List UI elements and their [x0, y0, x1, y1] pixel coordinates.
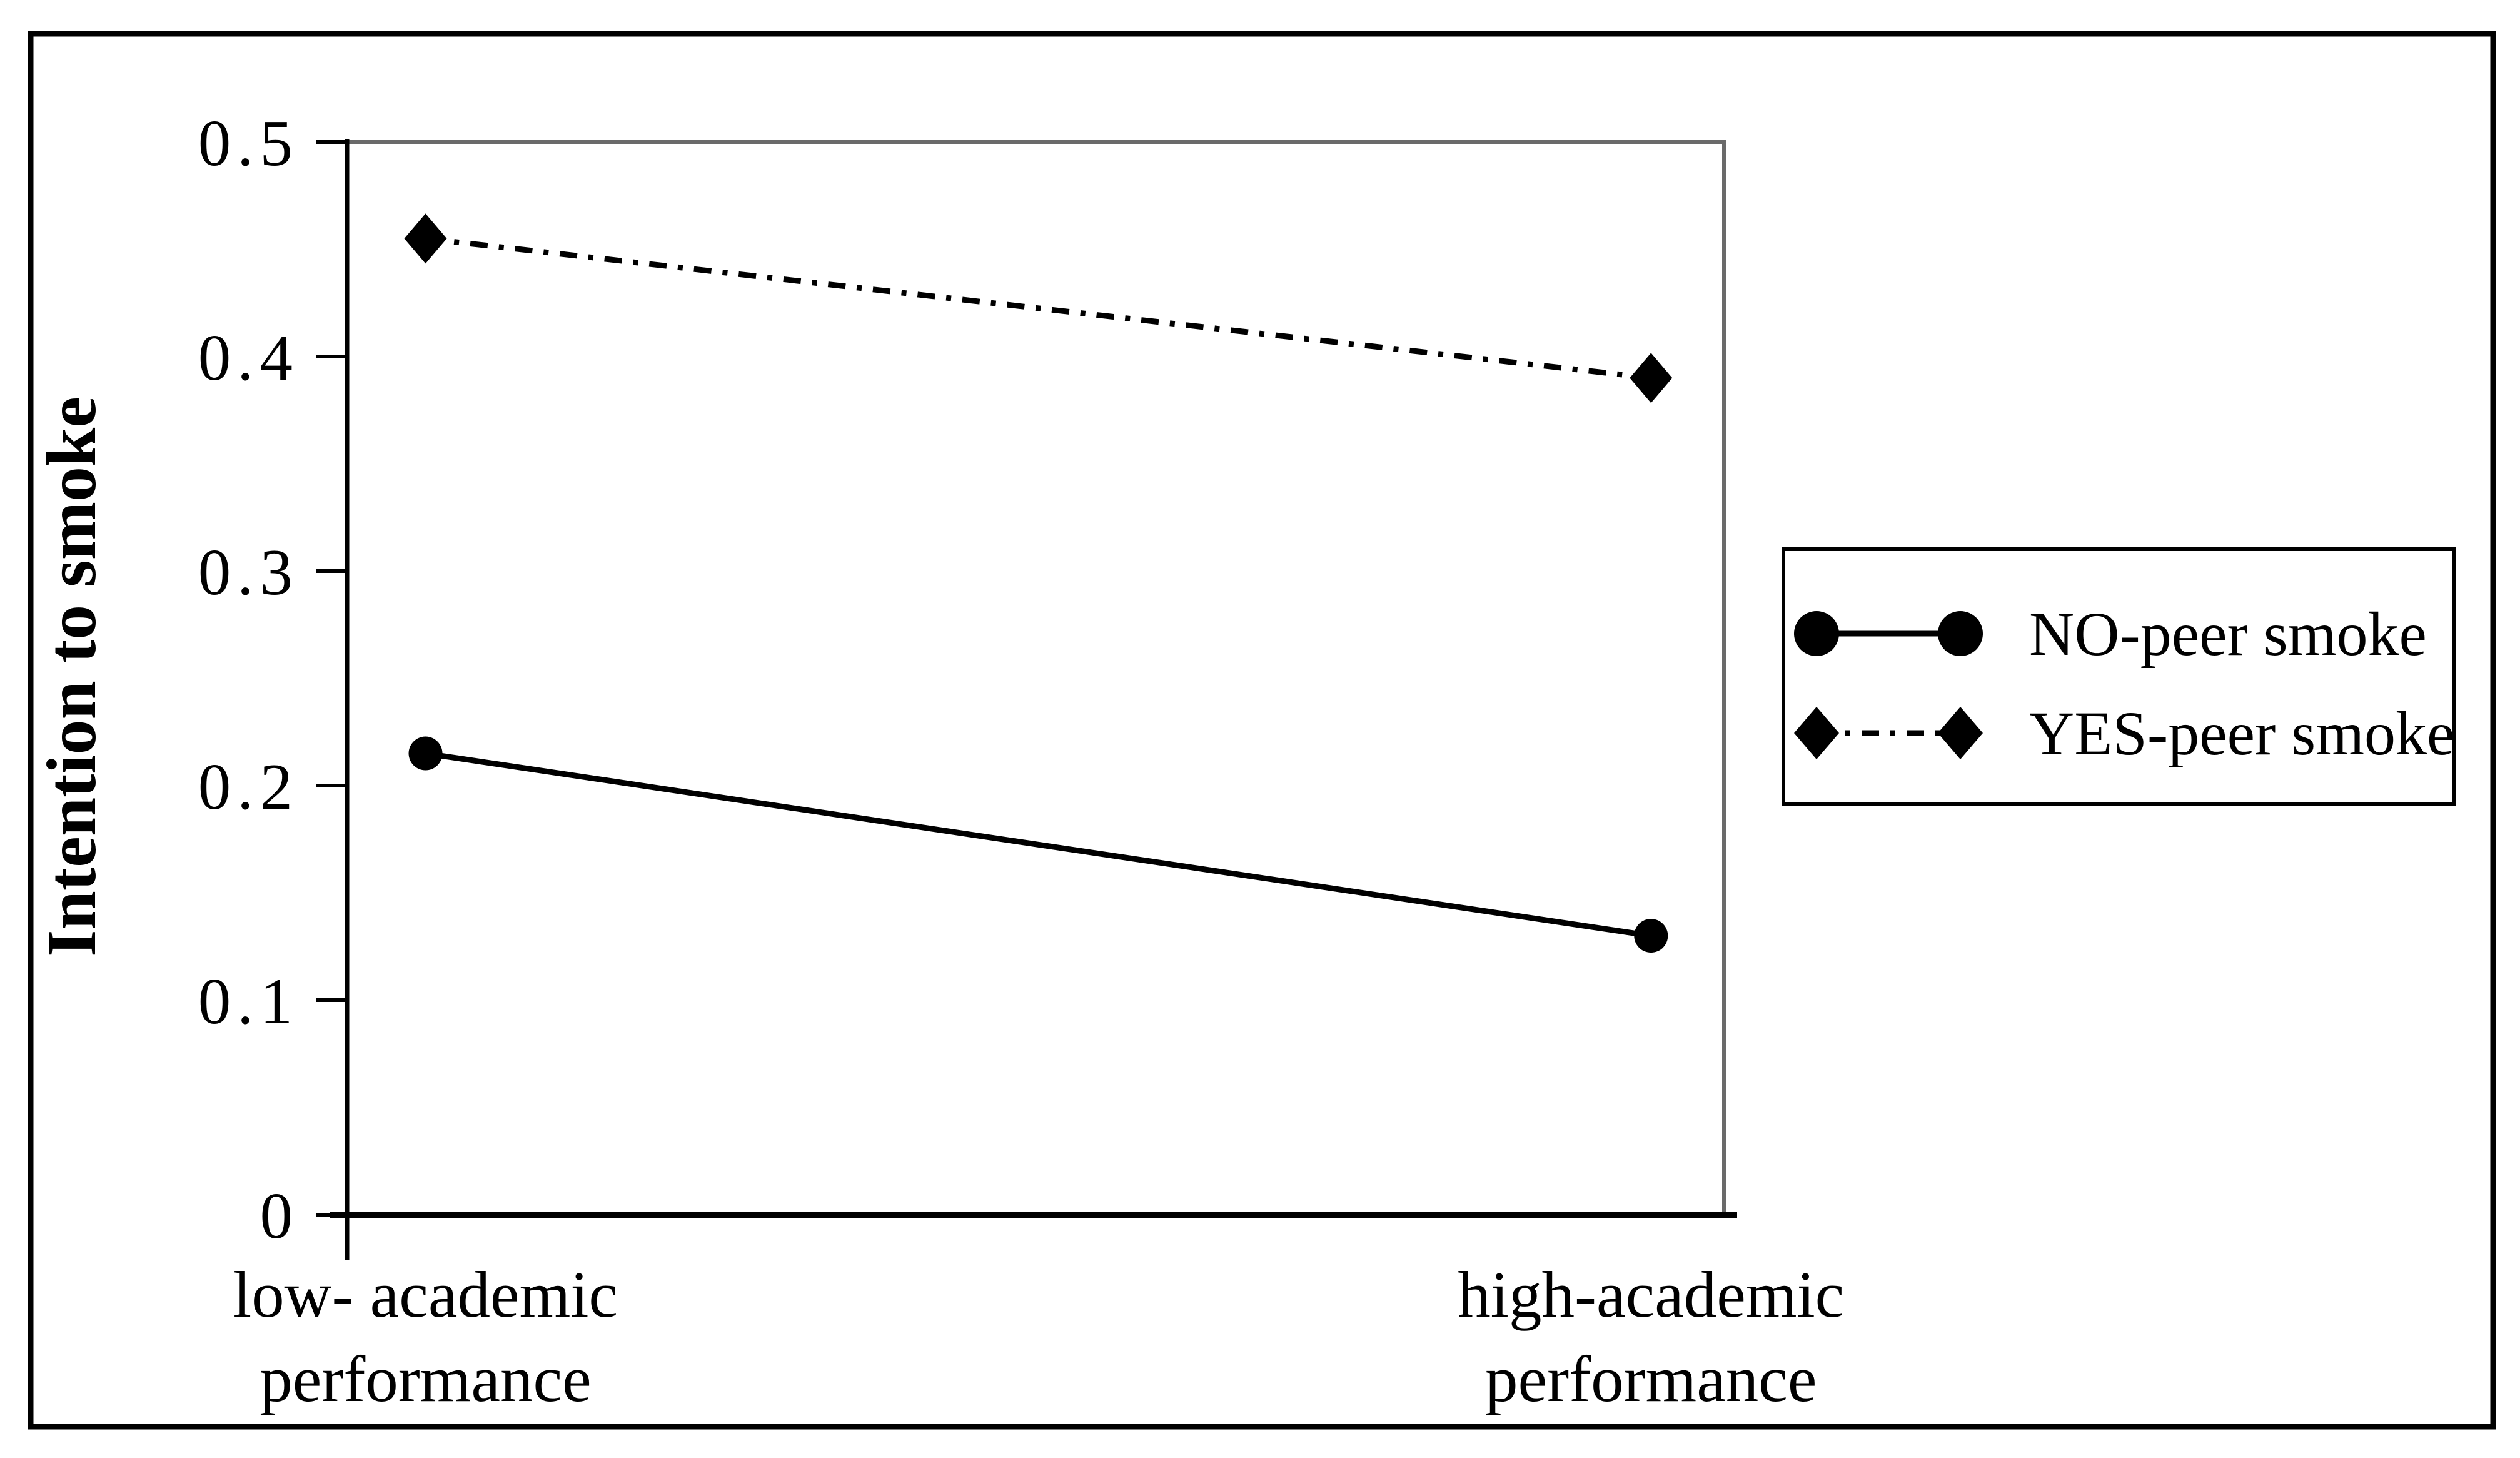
category-labels-group: low- academic performance high-academic per… — [233, 1258, 1844, 1415]
x-category-label-line: performance — [1485, 1342, 1817, 1415]
circle-marker — [1938, 611, 1983, 656]
circle-marker — [1634, 919, 1668, 953]
diamond-marker — [1938, 707, 1983, 759]
series-line-no-peer-smoke — [425, 751, 1651, 939]
y-tick-label: 0.2 — [198, 750, 299, 823]
y-axis-title: Intention to smoke — [33, 397, 111, 957]
x-category-label-line: high-academic — [1458, 1258, 1844, 1331]
x-category-label-line: performance — [260, 1342, 592, 1415]
legend-box — [1782, 547, 2456, 806]
legend-label: YES-peer smoke — [2029, 699, 2454, 768]
circle-marker — [1794, 611, 1839, 656]
figure-border — [28, 31, 2496, 1430]
y-tick-label: 0.1 — [198, 964, 299, 1038]
series-line-yes-peer-smoke — [425, 235, 1651, 381]
diamond-marker — [404, 213, 447, 264]
legend-group: NO-peer smoke YES-peer smoke — [1782, 547, 2456, 806]
y-tick-label: 0.4 — [198, 321, 299, 394]
legend-label: NO-peer smoke — [2029, 599, 2427, 669]
y-ticks-group: 0 0.1 0.2 0.3 0.4 0.5 — [198, 106, 347, 1252]
y-tick-label: 0 — [260, 1179, 300, 1252]
diamond-marker — [1794, 707, 1839, 759]
circle-marker — [408, 736, 443, 771]
y-tick-label: 0.5 — [198, 106, 299, 180]
diamond-marker — [1630, 353, 1673, 403]
series-group — [404, 213, 1673, 953]
y-tick-label: 0.3 — [198, 535, 299, 609]
x-category-label-line: low- academic — [233, 1258, 618, 1331]
